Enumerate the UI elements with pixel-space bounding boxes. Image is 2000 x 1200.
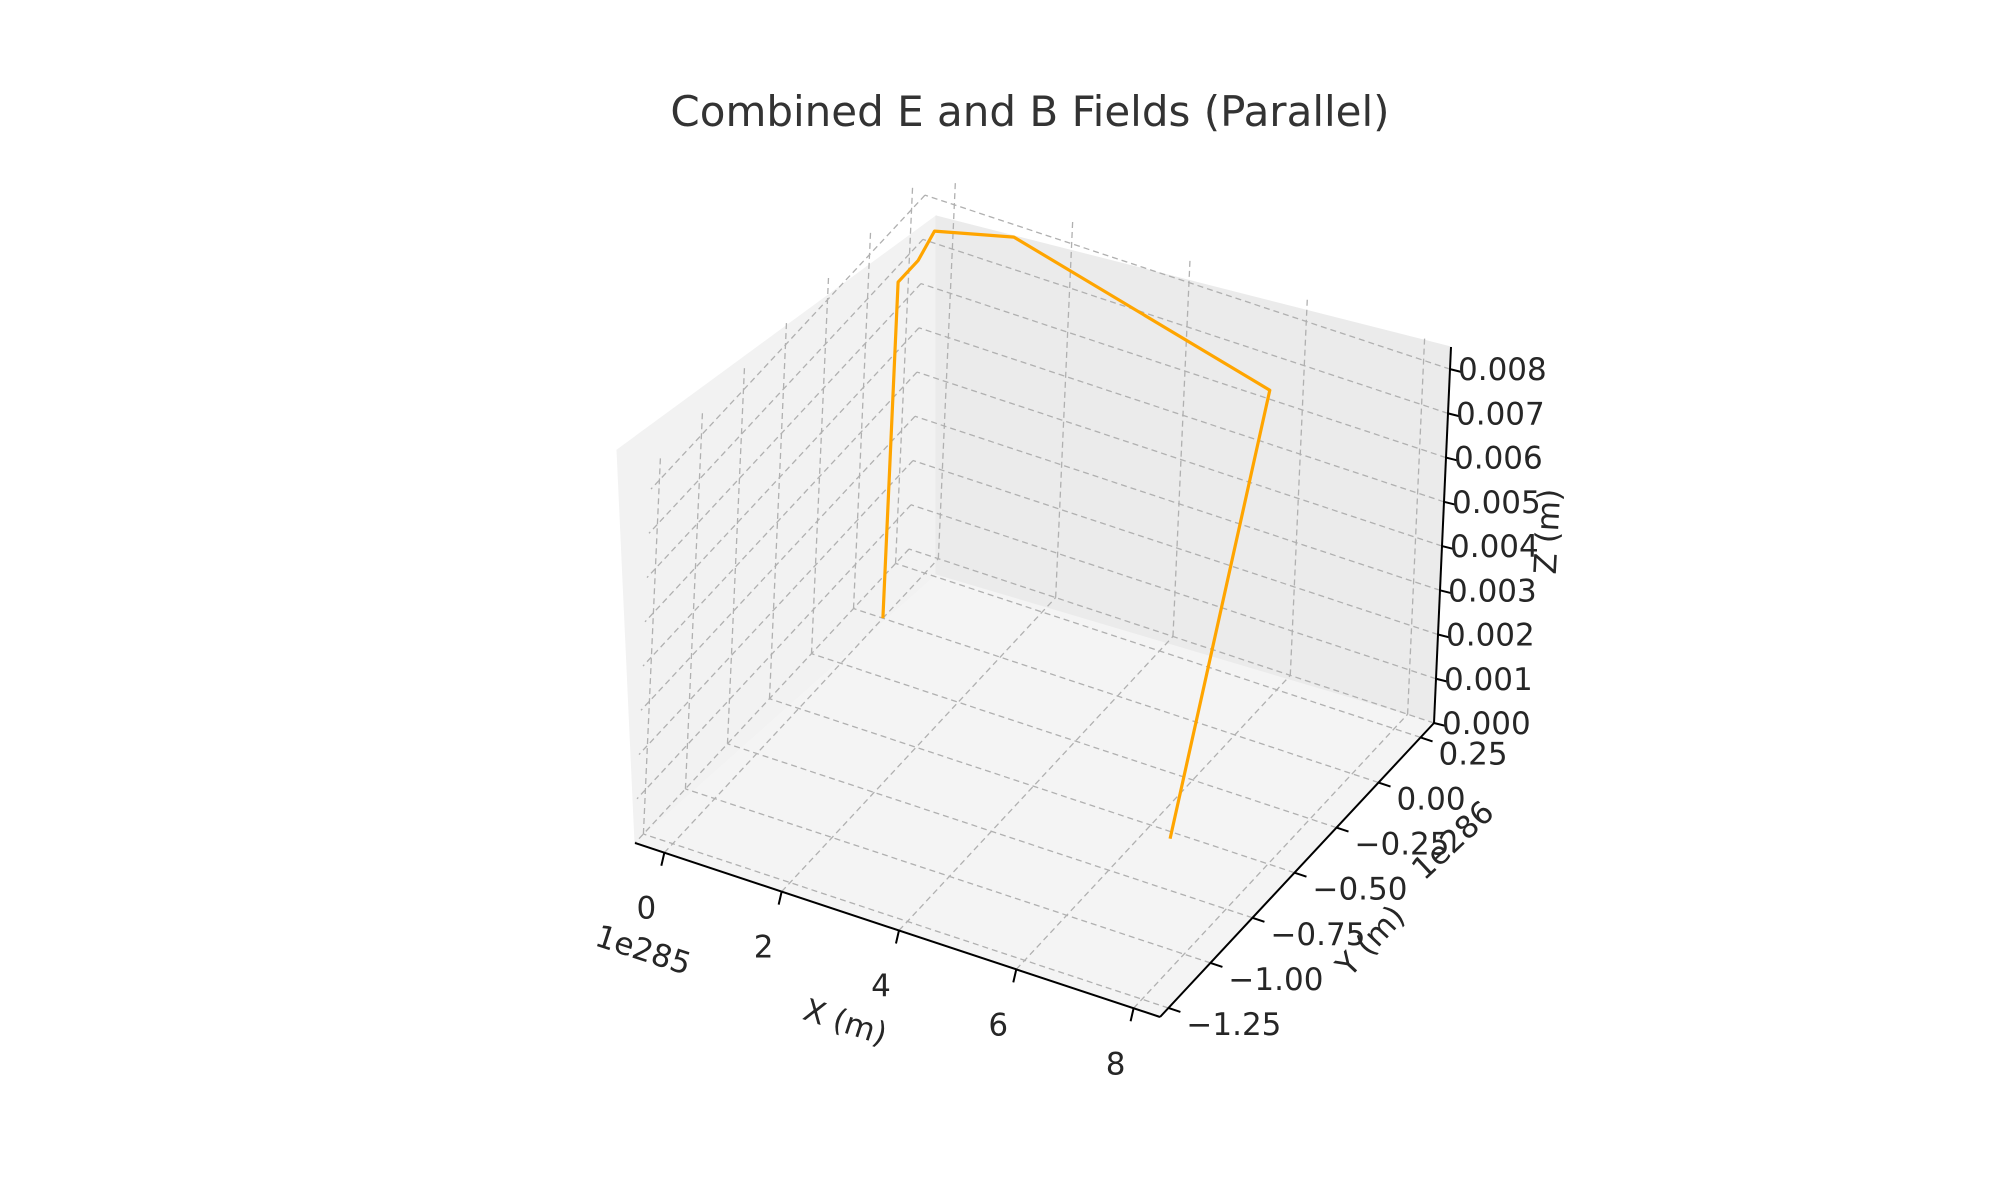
- x-grid-back: [1054, 221, 1074, 598]
- trajectory-line: [881, 229, 1272, 840]
- x-tick-mark: [1129, 1008, 1135, 1022]
- z-tick-mark: [1449, 368, 1463, 374]
- y-tick-mark: [1336, 826, 1349, 833]
- z-tick-mark: [1445, 456, 1459, 462]
- z-tick-mark: [1443, 500, 1457, 506]
- z-grid-left: [648, 238, 924, 534]
- z-tick-mark: [1441, 545, 1455, 551]
- y-tick-label: 0.25: [1439, 736, 1508, 772]
- x-tick-mark: [660, 852, 666, 866]
- y-grid-floor: [685, 788, 1211, 964]
- y-axis-line: [1159, 722, 1435, 1018]
- z-tick-mark: [1435, 677, 1449, 683]
- x-grid-back: [1406, 338, 1426, 715]
- y-grid-left: [852, 232, 872, 609]
- x-grid-floor: [898, 636, 1174, 931]
- z-tick-label: 0.008: [1458, 352, 1547, 388]
- y-tick-mark: [1294, 871, 1307, 878]
- z-grid-back: [914, 415, 1441, 591]
- x-axis-line: [634, 842, 1161, 1018]
- y-tick-label: −1.25: [1186, 1007, 1281, 1043]
- z-grid-back: [912, 459, 1439, 636]
- y-grid-floor: [811, 652, 1337, 829]
- z-tick-mark: [1433, 722, 1447, 727]
- grid-lines: [634, 182, 1451, 1009]
- y-grid-floor: [643, 833, 1169, 1009]
- z-tick-label: 0.002: [1446, 618, 1535, 654]
- y-grid-left: [894, 187, 914, 564]
- data-series: [881, 229, 1272, 840]
- y-tick-mark: [1420, 736, 1433, 743]
- y-tick-mark: [1378, 781, 1391, 788]
- x-grid-back: [1289, 299, 1308, 676]
- y-tick-mark: [1210, 961, 1223, 968]
- z-axis-label: Z (m): [1528, 488, 1568, 575]
- y-grid-floor: [895, 562, 1421, 739]
- z-tick-label: 0.000: [1442, 706, 1531, 742]
- x-grid-floor: [663, 558, 939, 854]
- axis-ticks: 02468−1.25−1.00−0.75−0.50−0.250.000.250.…: [636, 352, 1546, 1082]
- x-tick-label: 2: [754, 930, 774, 966]
- z-grid-left: [644, 327, 920, 623]
- z-grid-back: [920, 282, 1447, 459]
- z-axis-line: [1433, 346, 1452, 724]
- z-grid-left: [638, 460, 914, 755]
- y-tick-label: −0.75: [1270, 917, 1365, 953]
- z-tick-label: 0.005: [1452, 485, 1541, 521]
- x-tick-label: 6: [988, 1007, 1008, 1043]
- x-tick-mark: [894, 930, 900, 944]
- z-grid-left: [642, 371, 918, 667]
- z-tick-label: 0.007: [1456, 396, 1545, 432]
- z-tick-label: 0.003: [1448, 573, 1537, 609]
- x-grid-back: [1172, 260, 1191, 637]
- x-tick-label: 0: [636, 891, 656, 927]
- y-grid-left: [726, 367, 746, 744]
- y-tick-label: 0.00: [1397, 782, 1466, 818]
- z-grid-left: [646, 283, 922, 579]
- y-tick-mark: [1252, 916, 1265, 923]
- x-tick-mark: [777, 891, 783, 905]
- z-grid-back: [922, 238, 1449, 414]
- z-grid-left: [640, 415, 916, 711]
- y-grid-left: [684, 412, 704, 789]
- z-grid-back: [916, 371, 1443, 547]
- z-grid-left: [650, 194, 926, 490]
- y-grid-floor: [727, 743, 1253, 919]
- z-tick-label: 0.001: [1444, 662, 1533, 698]
- x-tick-label: 8: [1106, 1046, 1126, 1082]
- x-tick-mark: [1012, 969, 1018, 983]
- z-grid-back: [910, 504, 1437, 680]
- x-grid-floor: [781, 597, 1057, 893]
- z-tick-mark: [1447, 412, 1461, 418]
- z-grid-back: [908, 548, 1435, 724]
- z-tick-mark: [1439, 589, 1453, 595]
- z-tick-label: 0.006: [1454, 441, 1543, 477]
- z-grid-back: [918, 327, 1445, 503]
- z-grid-left: [634, 548, 910, 844]
- y-grid-left: [642, 457, 662, 835]
- x-grid-floor: [1133, 713, 1409, 1009]
- z-tick-mark: [1437, 633, 1451, 639]
- x-grid-floor: [1015, 674, 1291, 970]
- y-grid-floor: [769, 698, 1295, 874]
- y-tick-label: −1.00: [1228, 962, 1323, 998]
- y-grid-floor: [853, 607, 1379, 784]
- z-grid-left: [636, 504, 912, 800]
- z-grid-back: [924, 194, 1451, 370]
- x-grid-back: [937, 182, 956, 559]
- y-tick-label: −0.25: [1355, 827, 1450, 863]
- y-grid-left: [768, 322, 788, 699]
- x-tick-label: 4: [871, 968, 891, 1004]
- y-tick-mark: [1168, 1007, 1181, 1013]
- z-tick-label: 0.004: [1450, 529, 1539, 565]
- y-grid-left: [810, 277, 830, 654]
- y-tick-label: −0.50: [1312, 872, 1407, 908]
- chart-title: Combined E and B Fields (Parallel): [670, 87, 1389, 136]
